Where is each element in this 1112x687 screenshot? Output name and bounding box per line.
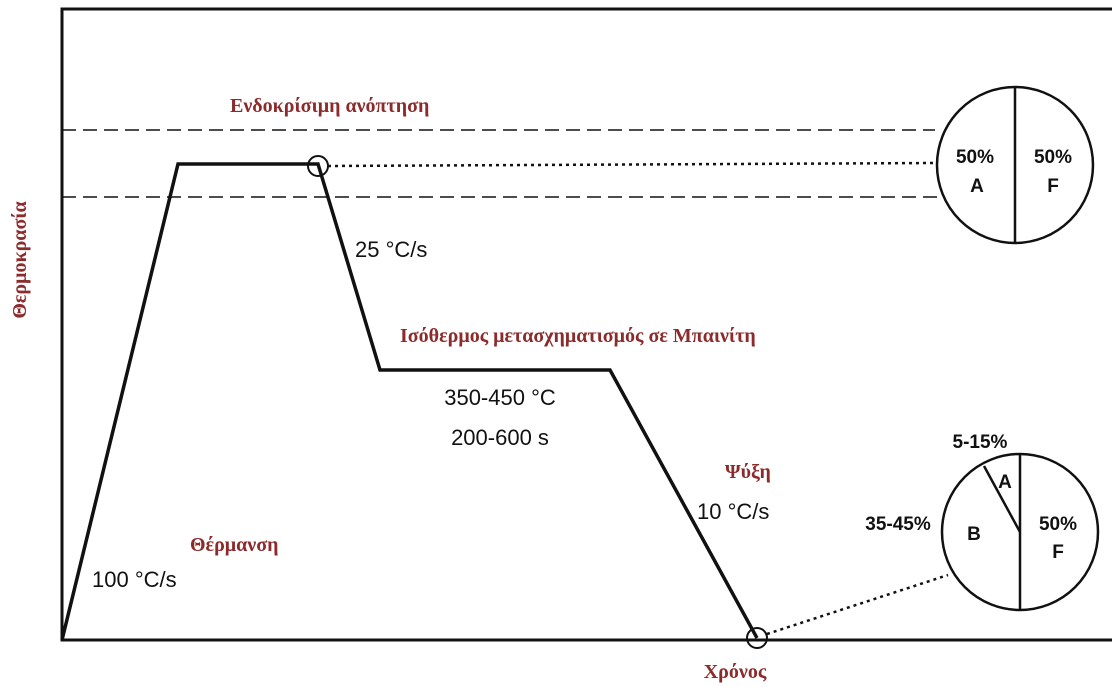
stage-title: Θέρμανση xyxy=(190,534,278,556)
rate-label: 25 °C/s xyxy=(355,237,427,262)
pie-phase: F xyxy=(1047,176,1059,197)
pie-phase: F xyxy=(1052,542,1064,563)
x-axis-label: Χρόνος xyxy=(704,661,767,683)
pie-phase: A xyxy=(998,472,1012,493)
stage-title: Ισόθερμος μετασχηματισμός σε Μπαινίτη xyxy=(400,325,756,347)
stage-title: Ψύξη xyxy=(725,461,771,483)
rate-label: 10 °C/s xyxy=(697,499,769,524)
pie-percent: 50% xyxy=(1039,514,1077,535)
dotted-line xyxy=(766,573,949,636)
pie-percent: 50% xyxy=(1034,147,1072,168)
dotted-line xyxy=(327,161,936,168)
y-axis-label: Θερμοκρασία xyxy=(9,201,31,318)
pie-percent: 50% xyxy=(956,147,994,168)
pie-phase: B xyxy=(967,524,981,545)
pie-percent: 5-15% xyxy=(953,432,1008,453)
time-label: 200-600 s xyxy=(451,425,549,450)
pie-phase: A xyxy=(970,176,984,197)
pie-percent: 35-45% xyxy=(865,514,931,535)
pie-divider xyxy=(982,465,1022,533)
marker-circle xyxy=(746,627,768,649)
axes-frame xyxy=(60,7,1112,642)
rate-label: 100 °C/s xyxy=(92,567,177,592)
temperature-label: 350-450 °C xyxy=(444,385,556,410)
process-curve xyxy=(60,162,759,641)
stage-title: Ενδοκρίσιμη ανόπτηση xyxy=(230,95,429,117)
